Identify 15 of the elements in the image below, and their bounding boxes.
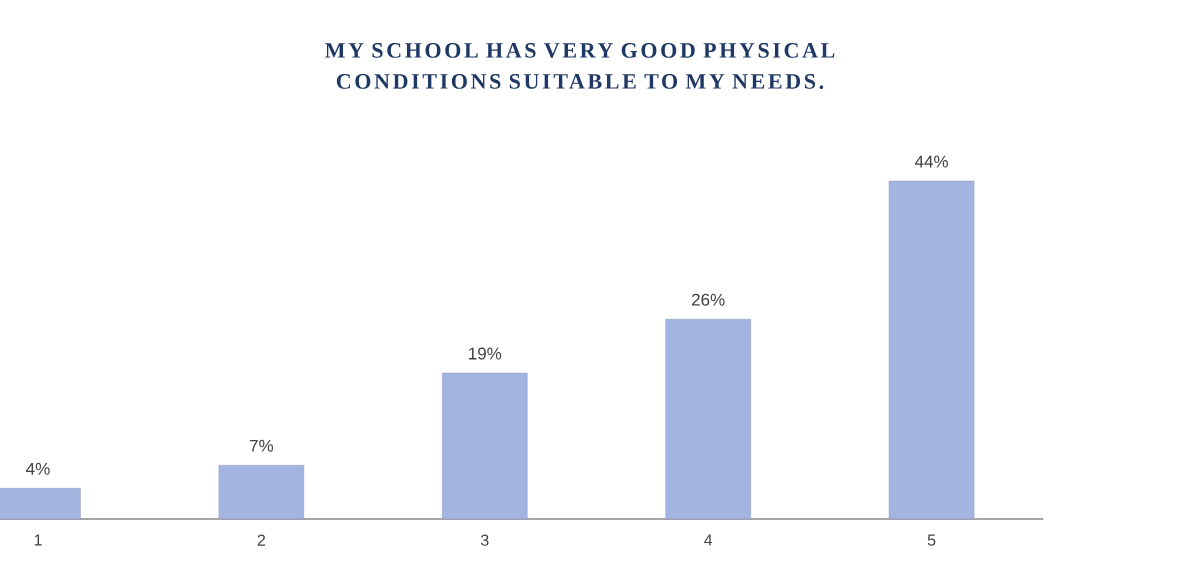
bar [665,319,751,520]
x-tick-label: 2 [257,534,266,546]
bar [888,180,975,520]
bar [442,372,528,520]
x-tick-label: 4 [704,534,713,546]
x-tick-label: 3 [480,534,489,546]
data-label: 7% [249,439,274,452]
data-label: 19% [469,347,502,360]
chart-title: MY SCHOOL HAS VERY GOOD PHYSICAL CONDITIONS SUITABLE TO MY NEEDS. [325,43,835,89]
x-tick-label: 5 [927,534,936,546]
x-tick-label: 1 [34,534,42,546]
data-label: 26% [692,293,725,306]
data-label: 44% [914,155,948,168]
data-label: 4% [26,462,50,475]
bar [218,465,305,520]
